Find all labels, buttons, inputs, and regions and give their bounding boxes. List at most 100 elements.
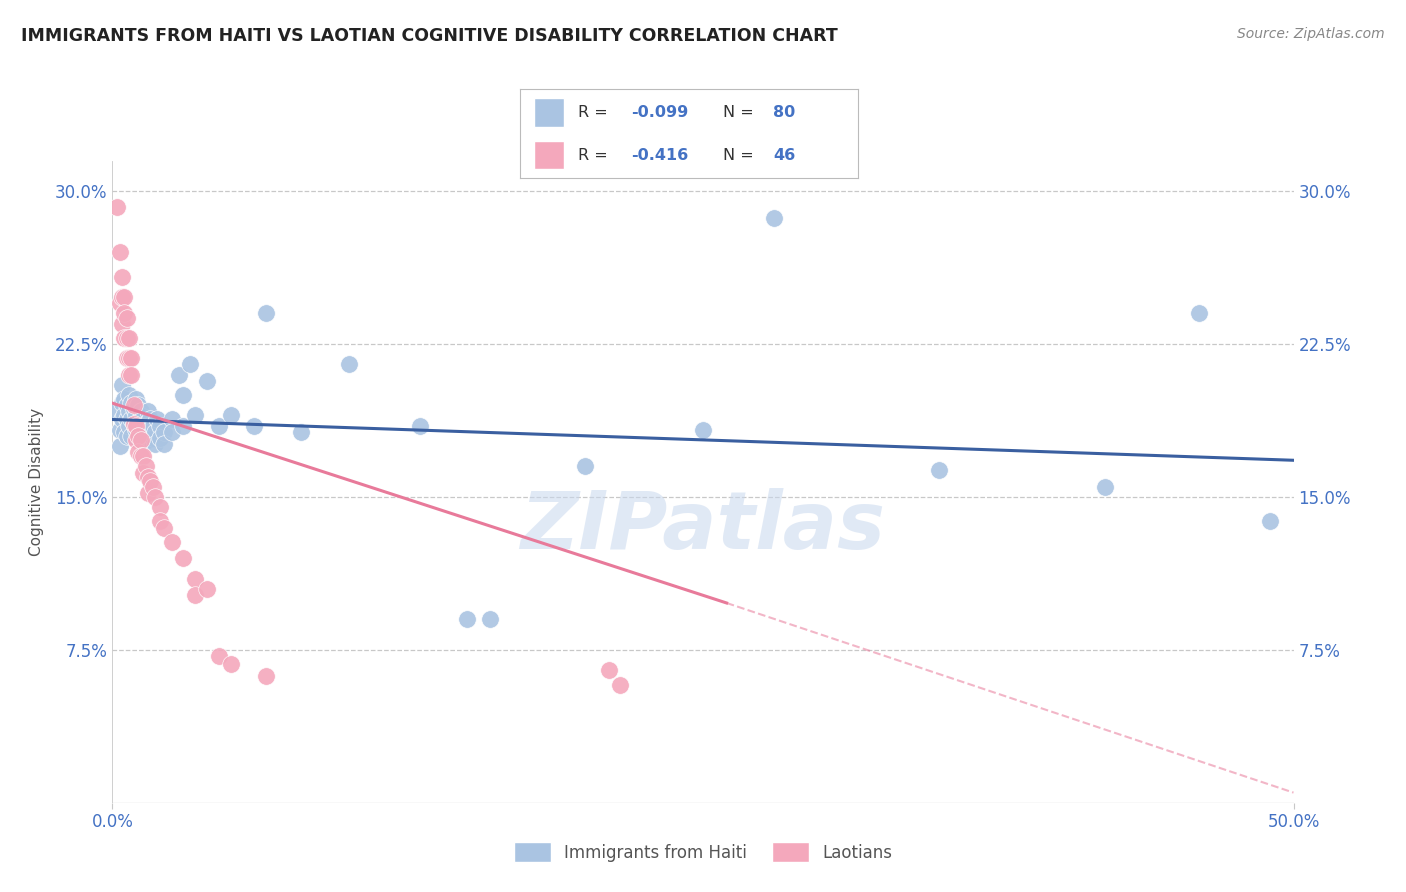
Text: -0.416: -0.416 [631, 148, 689, 162]
Point [184, 588, 207, 602]
Point [129, 433, 152, 447]
Point [160, 425, 183, 439]
Point [153, 425, 176, 439]
Point [118, 388, 141, 402]
Point [136, 469, 159, 483]
Point [132, 410, 155, 425]
Y-axis label: Cognitive Disability: Cognitive Disability [30, 408, 44, 556]
Point [135, 417, 157, 431]
Point [108, 423, 131, 437]
Legend: Immigrants from Haiti, Laotians: Immigrants from Haiti, Laotians [508, 836, 898, 868]
Point [184, 572, 207, 586]
Point [105, 404, 128, 418]
Point [108, 296, 131, 310]
Text: R =: R = [578, 105, 613, 120]
Point [127, 398, 149, 412]
Point [153, 437, 176, 451]
Text: IMMIGRANTS FROM HAITI VS LAOTIAN COGNITIVE DISABILITY CORRELATION CHART: IMMIGRANTS FROM HAITI VS LAOTIAN COGNITI… [21, 27, 838, 45]
Point [609, 677, 631, 691]
Point [160, 534, 183, 549]
Point [112, 331, 135, 345]
Point [136, 418, 159, 433]
Point [125, 423, 148, 437]
Point [125, 409, 148, 423]
Point [479, 612, 502, 626]
Point [143, 425, 166, 439]
Point [928, 463, 950, 477]
Text: N =: N = [723, 105, 759, 120]
Text: N =: N = [723, 148, 759, 162]
Point [146, 412, 169, 426]
Point [149, 515, 172, 529]
Point [120, 368, 142, 382]
Text: ZIPatlas: ZIPatlas [520, 488, 886, 566]
Point [179, 358, 201, 372]
Point [122, 417, 145, 431]
Point [254, 669, 277, 683]
Point [111, 290, 134, 304]
Text: R =: R = [578, 148, 613, 162]
Point [115, 412, 138, 426]
Point [122, 417, 145, 431]
Point [136, 433, 159, 447]
Point [167, 368, 190, 382]
Point [139, 425, 162, 439]
Point [143, 490, 166, 504]
Point [142, 418, 165, 433]
Point [105, 201, 128, 215]
Point [118, 368, 141, 382]
Point [120, 412, 142, 426]
Point [118, 418, 141, 433]
Point [115, 331, 138, 345]
Point [132, 466, 155, 480]
Point [120, 396, 142, 410]
Point [184, 409, 207, 423]
Point [132, 449, 155, 463]
Point [149, 431, 172, 445]
Point [142, 431, 165, 445]
Point [129, 433, 152, 447]
Point [120, 351, 142, 366]
Point [127, 415, 149, 429]
Point [1094, 480, 1116, 494]
Point [112, 290, 135, 304]
Point [219, 409, 242, 423]
Point [149, 500, 172, 515]
Point [111, 377, 134, 392]
Point [129, 418, 152, 433]
Point [243, 418, 266, 433]
Point [172, 388, 194, 402]
Point [118, 404, 141, 418]
Point [149, 418, 172, 433]
Point [112, 409, 135, 423]
Point [1188, 306, 1211, 320]
Text: -0.099: -0.099 [631, 105, 689, 120]
Text: 80: 80 [773, 105, 796, 120]
Point [118, 331, 141, 345]
Point [115, 351, 138, 366]
Point [172, 551, 194, 566]
Point [127, 445, 149, 459]
Point [122, 398, 145, 412]
Point [135, 429, 157, 443]
Point [160, 412, 183, 426]
Point [598, 663, 620, 677]
Point [254, 306, 277, 320]
Point [125, 433, 148, 447]
Point [195, 582, 218, 596]
Text: 46: 46 [773, 148, 796, 162]
Point [111, 412, 134, 426]
Text: Source: ZipAtlas.com: Source: ZipAtlas.com [1237, 27, 1385, 41]
Point [692, 423, 714, 437]
Point [135, 459, 157, 474]
FancyBboxPatch shape [534, 98, 564, 127]
Point [112, 306, 135, 320]
Point [1258, 515, 1281, 529]
Point [172, 418, 194, 433]
Point [122, 402, 145, 417]
Point [337, 358, 360, 372]
Point [115, 429, 138, 443]
Point [574, 459, 596, 474]
Point [108, 439, 131, 453]
FancyBboxPatch shape [534, 141, 564, 169]
